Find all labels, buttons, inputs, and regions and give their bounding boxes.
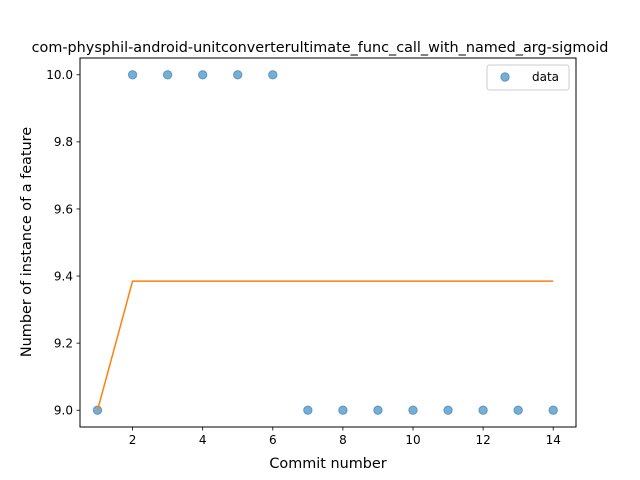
plot-area (92, 70, 558, 415)
data-point (233, 70, 243, 80)
x-tick-label: 2 (129, 433, 137, 447)
x-axis-label: Commit number (269, 456, 386, 472)
legend-marker (500, 72, 510, 82)
data-point (408, 405, 418, 415)
data-point (513, 405, 523, 415)
y-tick-label: 9.6 (54, 202, 73, 216)
y-tick-label: 9.2 (54, 336, 73, 350)
data-point (303, 405, 313, 415)
legend-label: data (532, 70, 559, 84)
y-tick-label: 9.8 (54, 135, 73, 149)
x-axis: 2 4 6 8 10 12 14 (129, 427, 561, 447)
data-point (478, 405, 488, 415)
y-tick-label: 9.4 (54, 269, 73, 283)
data-point (162, 70, 173, 80)
y-tick-label: 10.0 (46, 68, 73, 82)
data-point (443, 405, 453, 415)
x-tick-label: 14 (546, 433, 561, 447)
data-point (548, 405, 558, 415)
legend-box (486, 64, 570, 91)
data-point (338, 405, 348, 415)
data-point (197, 70, 208, 80)
data-point (127, 70, 138, 80)
axes-spines (79, 57, 577, 428)
x-tick-label: 6 (269, 433, 277, 447)
y-axis-label: Number of instance of a feature (19, 127, 35, 357)
x-tick-label: 12 (475, 433, 490, 447)
x-tick-label: 4 (199, 433, 207, 447)
x-tick-label: 8 (339, 433, 347, 447)
data-point (268, 70, 278, 80)
data-point (373, 405, 383, 415)
legend: data (486, 64, 570, 91)
trend-line (96, 280, 554, 411)
y-axis: 9.0 9.2 9.4 9.6 9.8 10.0 (46, 68, 80, 418)
chart-title: com-physphil-android-unitconverterultima… (32, 40, 609, 56)
axes-frame (79, 57, 577, 428)
y-tick-label: 9.0 (54, 404, 73, 418)
x-tick-label: 10 (405, 433, 420, 447)
